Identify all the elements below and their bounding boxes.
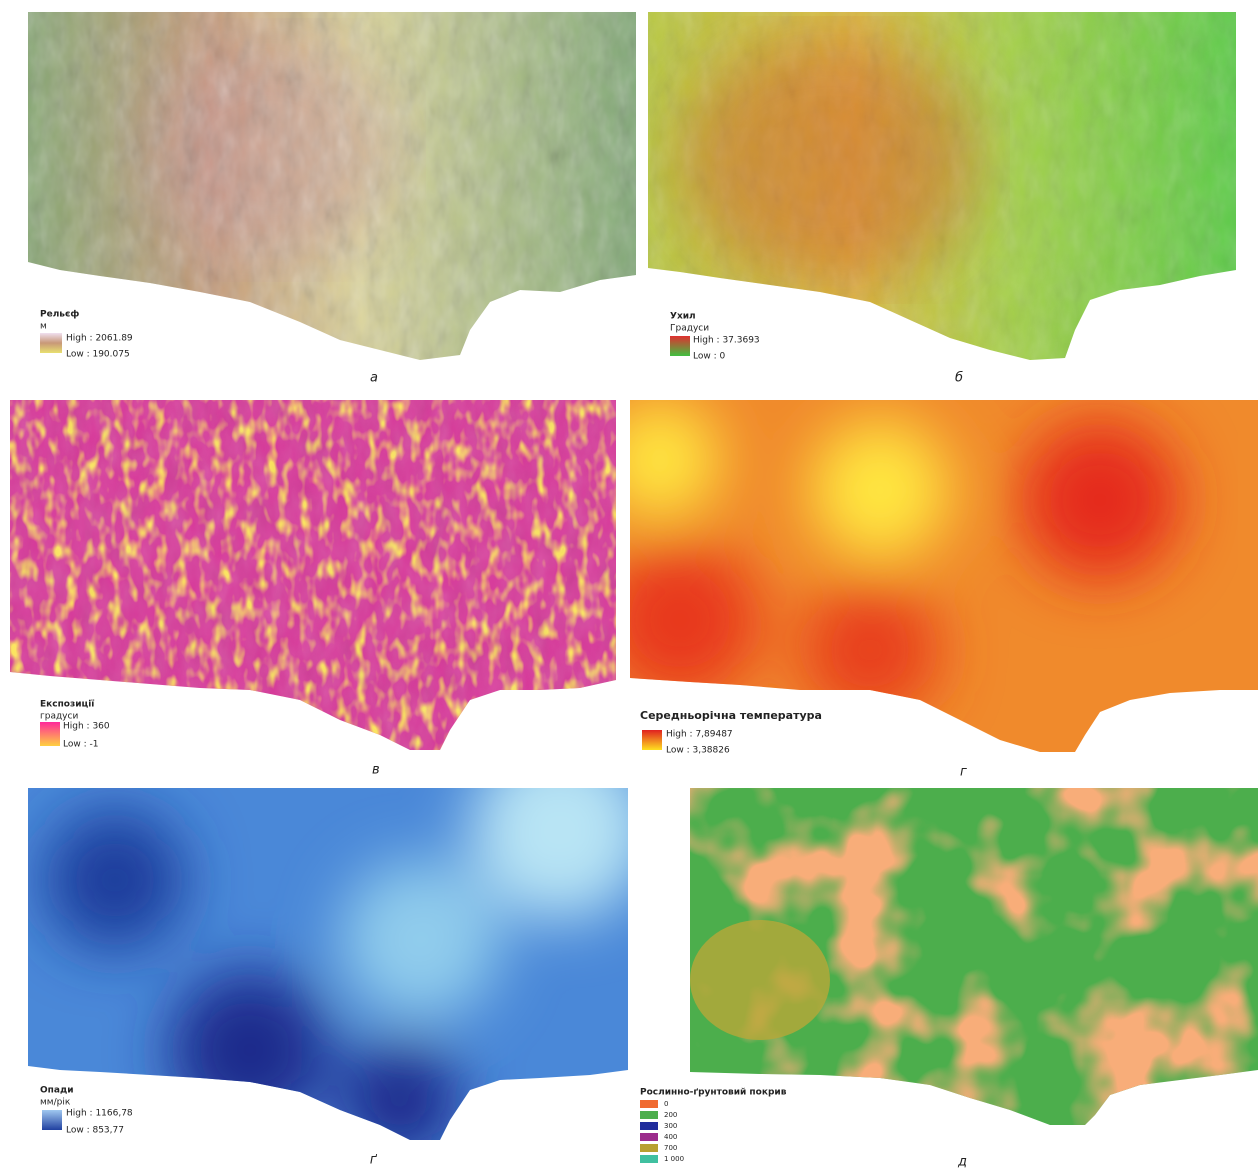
legend-item: 200 — [664, 1111, 677, 1119]
aspect-map — [10, 400, 616, 752]
precipitation-map — [28, 740, 650, 1160]
legend-unit: градуси — [40, 712, 78, 722]
legend-high: High : 7,89487 — [666, 730, 733, 740]
legend-item: 300 — [664, 1122, 677, 1130]
legend-item: 0 — [664, 1100, 668, 1108]
legend-high: High : 37.3693 — [693, 336, 760, 346]
legend-swatch — [40, 722, 60, 746]
legend-item: 400 — [664, 1133, 677, 1141]
legend-swatch — [670, 336, 690, 356]
legend-title: Опади — [40, 1086, 74, 1096]
legend-low: Low : 0 — [693, 352, 725, 362]
legend-title: Рельєф — [40, 310, 79, 320]
legend-high: High : 360 — [63, 722, 110, 732]
legend-low: Low : 3,38826 — [666, 746, 730, 756]
legend-high: High : 2061.89 — [66, 334, 133, 344]
legend-item: 1 000 — [664, 1155, 684, 1163]
legend-low: Low : 853,77 — [66, 1126, 124, 1136]
caption: а — [370, 371, 378, 386]
land-cover-swatches — [640, 1100, 658, 1163]
legend-swatch — [42, 1110, 62, 1130]
legend-item: 700 — [664, 1144, 677, 1152]
caption: г — [960, 765, 967, 780]
legend-title: Середньорічна температура — [640, 709, 822, 722]
legend-swatch — [40, 333, 62, 353]
legend-title: Рослинно-ґрунтовий покрив — [640, 1088, 787, 1098]
caption: в — [372, 763, 380, 778]
land-cover-map — [690, 788, 1258, 1128]
relief-map — [28, 12, 636, 362]
legend-title: Експозиції — [40, 699, 94, 710]
caption: д — [957, 1155, 967, 1168]
legend-unit: мм/рік — [40, 1098, 71, 1108]
legend-high: High : 1166,78 — [66, 1109, 133, 1119]
legend-unit: м — [40, 322, 47, 332]
legend-title: Ухил — [670, 312, 696, 322]
legend-low: Low : 190.075 — [66, 350, 130, 360]
slope-map — [648, 12, 1236, 362]
figure: Рельєф м High : 2061.89 Low : 190.075 а … — [0, 0, 1258, 1168]
caption: ґ — [370, 1153, 378, 1168]
legend-unit: Градуси — [670, 324, 709, 334]
legend-swatch — [642, 730, 662, 750]
temperature-map — [600, 400, 1258, 752]
caption: б — [955, 371, 963, 386]
legend-low: Low : -1 — [63, 740, 98, 750]
